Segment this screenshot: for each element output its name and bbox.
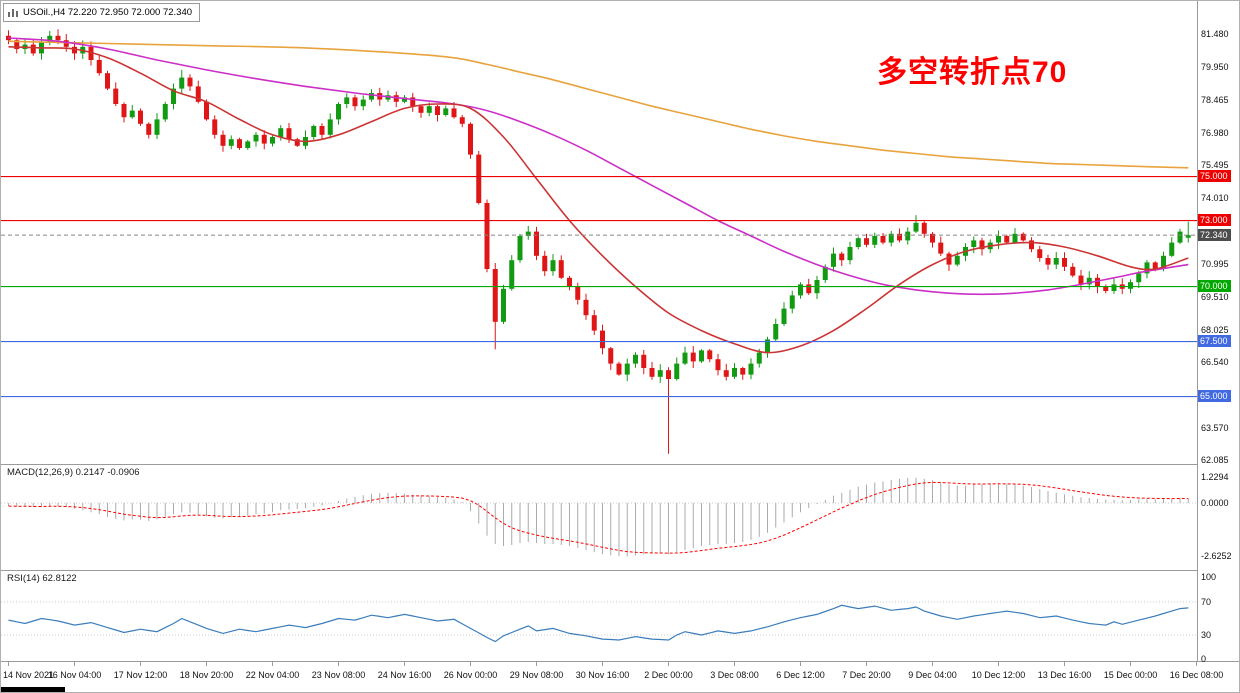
price-axis-label: 63.570 <box>1201 422 1229 433</box>
time-axis-label: 16 Dec 08:00 <box>1169 670 1224 680</box>
price-level-badge: 67.500 <box>1198 335 1231 348</box>
price-axis-label: 79.950 <box>1201 62 1229 73</box>
price-axis[interactable]: 81.480 79.950 78.465 76.980 75.495 74.010 70.9… <box>1198 1 1239 665</box>
price-axis-label: 68.025 <box>1201 324 1229 335</box>
price-level-badge: 75.000 <box>1198 170 1231 183</box>
rsi-axis-label: 70 <box>1201 596 1212 607</box>
time-axis-label: 15 Dec 00:00 <box>1103 670 1158 680</box>
frame-layer <box>1 1 1239 666</box>
time-axis-label: 29 Nov 08:00 <box>509 670 564 680</box>
macd-layer <box>1 477 1197 557</box>
rsi-axis-label: 0 <box>1201 654 1207 665</box>
price-axis-label: 70.995 <box>1201 259 1229 270</box>
rsi-axis-label: 100 <box>1201 571 1217 582</box>
mid-ma-line <box>8 37 1189 296</box>
rsi-axis-label: 30 <box>1201 629 1212 640</box>
time-axis-label: 9 Dec 04:00 <box>908 670 957 680</box>
macd-axis-label: -2.6252 <box>1201 551 1232 562</box>
time-axis-label: 17 Nov 12:00 <box>113 670 168 680</box>
taskbar-fragment <box>1 687 65 692</box>
rsi-layer <box>1 601 1197 643</box>
price-level-badge: 73.000 <box>1198 214 1231 227</box>
rsi-indicator-label: RSI(14) 62.8122 <box>7 573 77 584</box>
macd-indicator-label: MACD(12,26,9) 0.2147 -0.0906 <box>7 467 140 478</box>
price-axis-label: 76.980 <box>1201 127 1229 138</box>
hlines-layer <box>1 175 1197 398</box>
price-axis-label: 62.085 <box>1201 455 1229 466</box>
ma-layer <box>8 37 1189 354</box>
price-axis-label: 74.010 <box>1201 192 1229 203</box>
price-level-badge: 70.000 <box>1198 280 1231 293</box>
current-price-badge: 72.340 <box>1198 228 1231 241</box>
time-axis-label: 14 Nov 2021 <box>3 670 55 680</box>
time-axis-label: 22 Nov 04:00 <box>245 670 300 680</box>
annotation-text: 多空转折点70 <box>877 56 1068 89</box>
time-axis-label: 23 Nov 08:00 <box>311 670 366 680</box>
time-axis-label: 16 Nov 04:00 <box>47 670 102 680</box>
time-axis-label: 3 Dec 08:00 <box>710 670 759 680</box>
price-level-badge: 65.000 <box>1198 390 1231 403</box>
candles-layer <box>6 29 1191 454</box>
time-axis-label: 7 Dec 20:00 <box>842 670 891 680</box>
macd-axis-label: 0.0000 <box>1201 497 1229 508</box>
time-axis-label: 26 Nov 00:00 <box>443 670 498 680</box>
price-axis-label: 69.510 <box>1201 291 1229 302</box>
price-axis-label: 78.465 <box>1201 94 1229 105</box>
slow-ma-line <box>8 40 1189 169</box>
time-axis-label: 30 Nov 16:00 <box>575 670 630 680</box>
chart-icon <box>7 8 19 18</box>
price-axis-label: 75.495 <box>1201 160 1229 171</box>
macd-axis-label: 1.2294 <box>1201 472 1229 483</box>
time-axis-label: 13 Dec 16:00 <box>1037 670 1092 680</box>
time-axis-label: 2 Dec 00:00 <box>644 670 693 680</box>
chart-title-box: USOil.,H4 72.220 72.950 72.000 72.340 <box>3 3 201 22</box>
time-axis-label: 18 Nov 20:00 <box>179 670 234 680</box>
time-axis[interactable]: 14 Nov 2021 16 Nov 04:00 17 Nov 12:00 18 No… <box>1 661 1239 692</box>
chart-title: USOil.,H4 72.220 72.950 72.000 72.340 <box>23 7 193 18</box>
time-axis-label: 24 Nov 16:00 <box>377 670 432 680</box>
time-axis-label: 10 Dec 12:00 <box>971 670 1026 680</box>
price-axis-label: 66.540 <box>1201 357 1229 368</box>
fast-ma-line <box>8 46 1189 354</box>
price-axis-label: 81.480 <box>1201 28 1229 39</box>
time-axis-label: 6 Dec 12:00 <box>776 670 825 680</box>
